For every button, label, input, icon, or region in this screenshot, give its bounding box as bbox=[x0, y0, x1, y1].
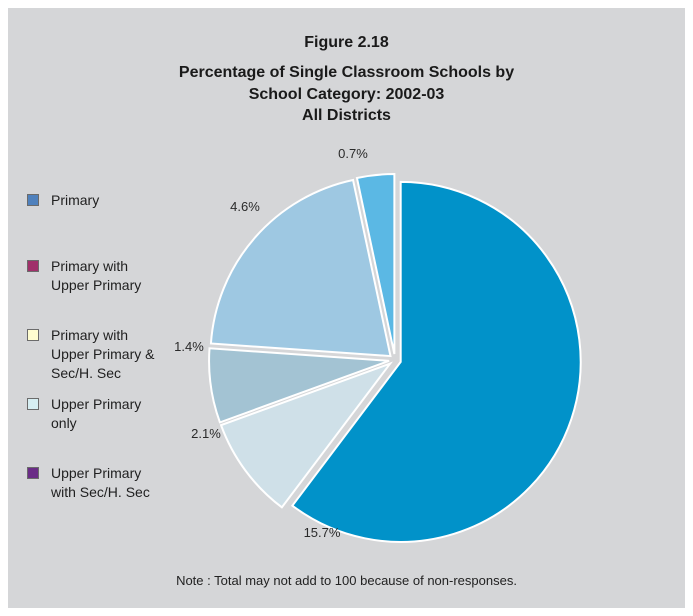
legend-swatch-upper-sec bbox=[27, 467, 39, 479]
pie-slice-upper-only bbox=[219, 361, 394, 509]
chart-title-line-1: Percentage of Single Classroom Schools b… bbox=[178, 64, 515, 81]
legend-item-upper-sec: Upper Primary with Sec/H. Sec bbox=[27, 464, 150, 502]
slice-label-primary: 15.7% bbox=[304, 525, 341, 540]
chart-title-line-2: School Category: 2002-03 bbox=[248, 86, 445, 103]
legend-item-primary-upper-sec: Primary with Upper Primary & Sec/H. Sec bbox=[27, 326, 154, 383]
legend-swatch-primary-upper bbox=[27, 260, 39, 272]
pie-slice-primary bbox=[290, 180, 582, 543]
legend-item-upper-only: Upper Primary only bbox=[27, 395, 141, 433]
figure-number: Figure 2.18 bbox=[304, 34, 389, 51]
legend-swatch-primary-upper-sec bbox=[27, 329, 39, 341]
slice-label-upper-only: 2.1% bbox=[191, 426, 221, 441]
legend-label-primary-upper-sec: Primary with Upper Primary & Sec/H. Sec bbox=[51, 327, 155, 381]
pie-slice-small bbox=[355, 173, 396, 355]
legend-item-primary-upper: Primary with Upper Primary bbox=[27, 257, 141, 295]
slice-label-primary-upper-sec: 1.4% bbox=[174, 339, 204, 354]
legend-item-primary: Primary bbox=[27, 191, 99, 210]
legend-label-upper-only: Upper Primary only bbox=[51, 396, 142, 431]
legend-label-upper-sec: Upper Primary with Sec/H. Sec bbox=[51, 465, 150, 500]
legend-label-primary: Primary bbox=[51, 192, 100, 208]
slice-label-upper-sec-light: 4.6% bbox=[230, 199, 260, 214]
legend-swatch-primary bbox=[27, 194, 39, 206]
slice-label-small: 0.7% bbox=[338, 146, 368, 161]
chart-subtitle: All Districts bbox=[302, 107, 391, 124]
footnote: Note : Total may not add to 100 because … bbox=[176, 573, 517, 588]
legend-swatch-upper-only bbox=[27, 398, 39, 410]
legend-label-primary-upper: Primary with Upper Primary bbox=[51, 258, 142, 293]
pie-slice-upper-sec-light bbox=[209, 178, 392, 358]
pie-slice-primary-upper-sec bbox=[208, 347, 390, 424]
